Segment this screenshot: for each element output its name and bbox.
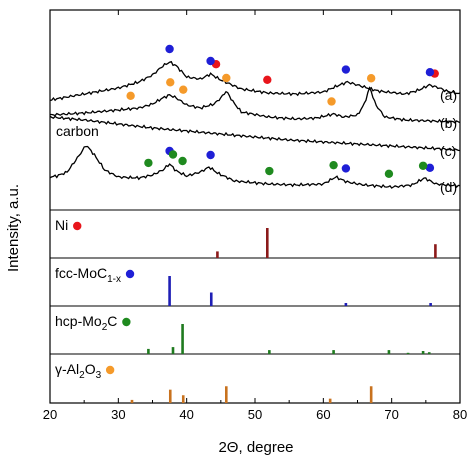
- marker-Al2O3-2: [179, 85, 188, 94]
- marker-hcpMo2C-5: [384, 169, 394, 178]
- reference-panel-1: fcc-MoC1-x: [55, 265, 432, 306]
- reference-peak-2-8: [427, 352, 431, 354]
- series-label-d: (d): [440, 179, 457, 195]
- marker-Al2O3-3: [222, 73, 231, 83]
- phase-markers: [126, 44, 439, 178]
- reference-panels: Ni fcc-MoC1-x hcp-Mo2C γ-Al2O3: [55, 217, 437, 403]
- series-label-c: (c): [440, 143, 456, 159]
- reference-peak-0-1: [266, 228, 269, 258]
- marker-fccMoC1x-2: [341, 164, 351, 173]
- reference-peak-0-2: [434, 244, 437, 258]
- reference-peak-3-2: [181, 395, 185, 403]
- marker-hcpMo2C-3: [265, 166, 274, 176]
- marker-fccMoC1x-1: [206, 56, 215, 66]
- marker-hcpMo2C-6: [418, 161, 428, 170]
- reference-peak-1-0: [168, 276, 171, 306]
- marker-fccMoC1x-0: [165, 44, 174, 54]
- reference-peak-2-2: [181, 324, 184, 354]
- x-tick-label-50: 50: [248, 407, 262, 422]
- x-axis-label: 2Θ, degree: [218, 439, 293, 456]
- reference-peak-2-4: [332, 350, 335, 354]
- marker-hcpMo2C-1: [168, 150, 178, 159]
- x-tick-label-60: 60: [316, 407, 330, 422]
- carbon-annotation: carbon: [56, 123, 99, 139]
- series-line-b: [50, 86, 461, 125]
- x-tick-label-30: 30: [111, 407, 125, 422]
- reference-peak-2-7: [421, 351, 425, 354]
- reference-peak-2-6: [406, 352, 410, 354]
- plot-border: [49, 9, 461, 404]
- reference-label-0: Ni: [55, 217, 68, 233]
- reference-label-1: fcc-MoC1-x: [55, 265, 121, 285]
- y-axis-label: Intensity, a.u.: [5, 184, 22, 272]
- reference-peak-0-0: [216, 251, 219, 258]
- marker-Ni-1: [263, 75, 272, 85]
- reference-peak-1-2: [344, 303, 348, 306]
- x-tick-label-70: 70: [384, 407, 398, 422]
- reference-marker-3: [105, 365, 115, 375]
- marker-Al2O3-0: [126, 91, 135, 101]
- marker-hcpMo2C-4: [329, 160, 338, 170]
- reference-marker-0: [73, 221, 82, 231]
- reference-label-3: γ-Al2O3: [55, 361, 102, 381]
- reference-marker-1: [125, 269, 135, 279]
- marker-hcpMo2C-2: [178, 156, 187, 166]
- marker-Al2O3-1: [166, 78, 175, 87]
- marker-Al2O3-4: [327, 97, 336, 106]
- x-tick-label-40: 40: [179, 407, 193, 422]
- reference-peak-3-3: [225, 386, 228, 403]
- marker-fccMoC1x-1: [206, 150, 215, 160]
- marker-fccMoC1x-2: [341, 65, 351, 74]
- reference-marker-2: [122, 317, 131, 327]
- series-label-b: (b): [440, 115, 457, 131]
- marker-Al2O3-5: [366, 74, 376, 83]
- series-label-a: (a): [440, 87, 457, 103]
- reference-peak-2-1: [171, 347, 175, 354]
- reference-panel-2: hcp-Mo2C: [55, 313, 431, 354]
- x-ticks: 20 30 40 50 60 70 80: [43, 10, 467, 422]
- marker-fccMoC1x-3: [425, 68, 435, 77]
- reference-label-2: hcp-Mo2C: [55, 313, 117, 333]
- marker-hcpMo2C-0: [144, 158, 153, 168]
- x-tick-label-20: 20: [43, 407, 57, 422]
- diffraction-patterns: (a) (b) (c) (d): [49, 60, 461, 195]
- series-line-a: [49, 60, 461, 102]
- reference-peak-1-3: [429, 303, 432, 306]
- reference-peak-2-5: [387, 350, 391, 354]
- x-tick-label-80: 80: [453, 407, 467, 422]
- plot-frame: [49, 9, 461, 404]
- reference-peak-3-4: [328, 398, 332, 403]
- series-line-c: [49, 115, 461, 152]
- reference-peak-2-3: [268, 350, 271, 354]
- reference-peak-3-5: [369, 386, 373, 403]
- reference-peak-3-0: [130, 399, 134, 403]
- reference-peak-2-0: [147, 348, 150, 354]
- marker-fccMoC1x-3: [425, 163, 435, 173]
- reference-panel-3: γ-Al2O3: [55, 361, 373, 403]
- reference-peak-3-1: [168, 389, 172, 403]
- reference-peak-1-1: [209, 292, 213, 306]
- reference-panel-0: Ni: [55, 217, 437, 258]
- series-line-d: [49, 145, 461, 189]
